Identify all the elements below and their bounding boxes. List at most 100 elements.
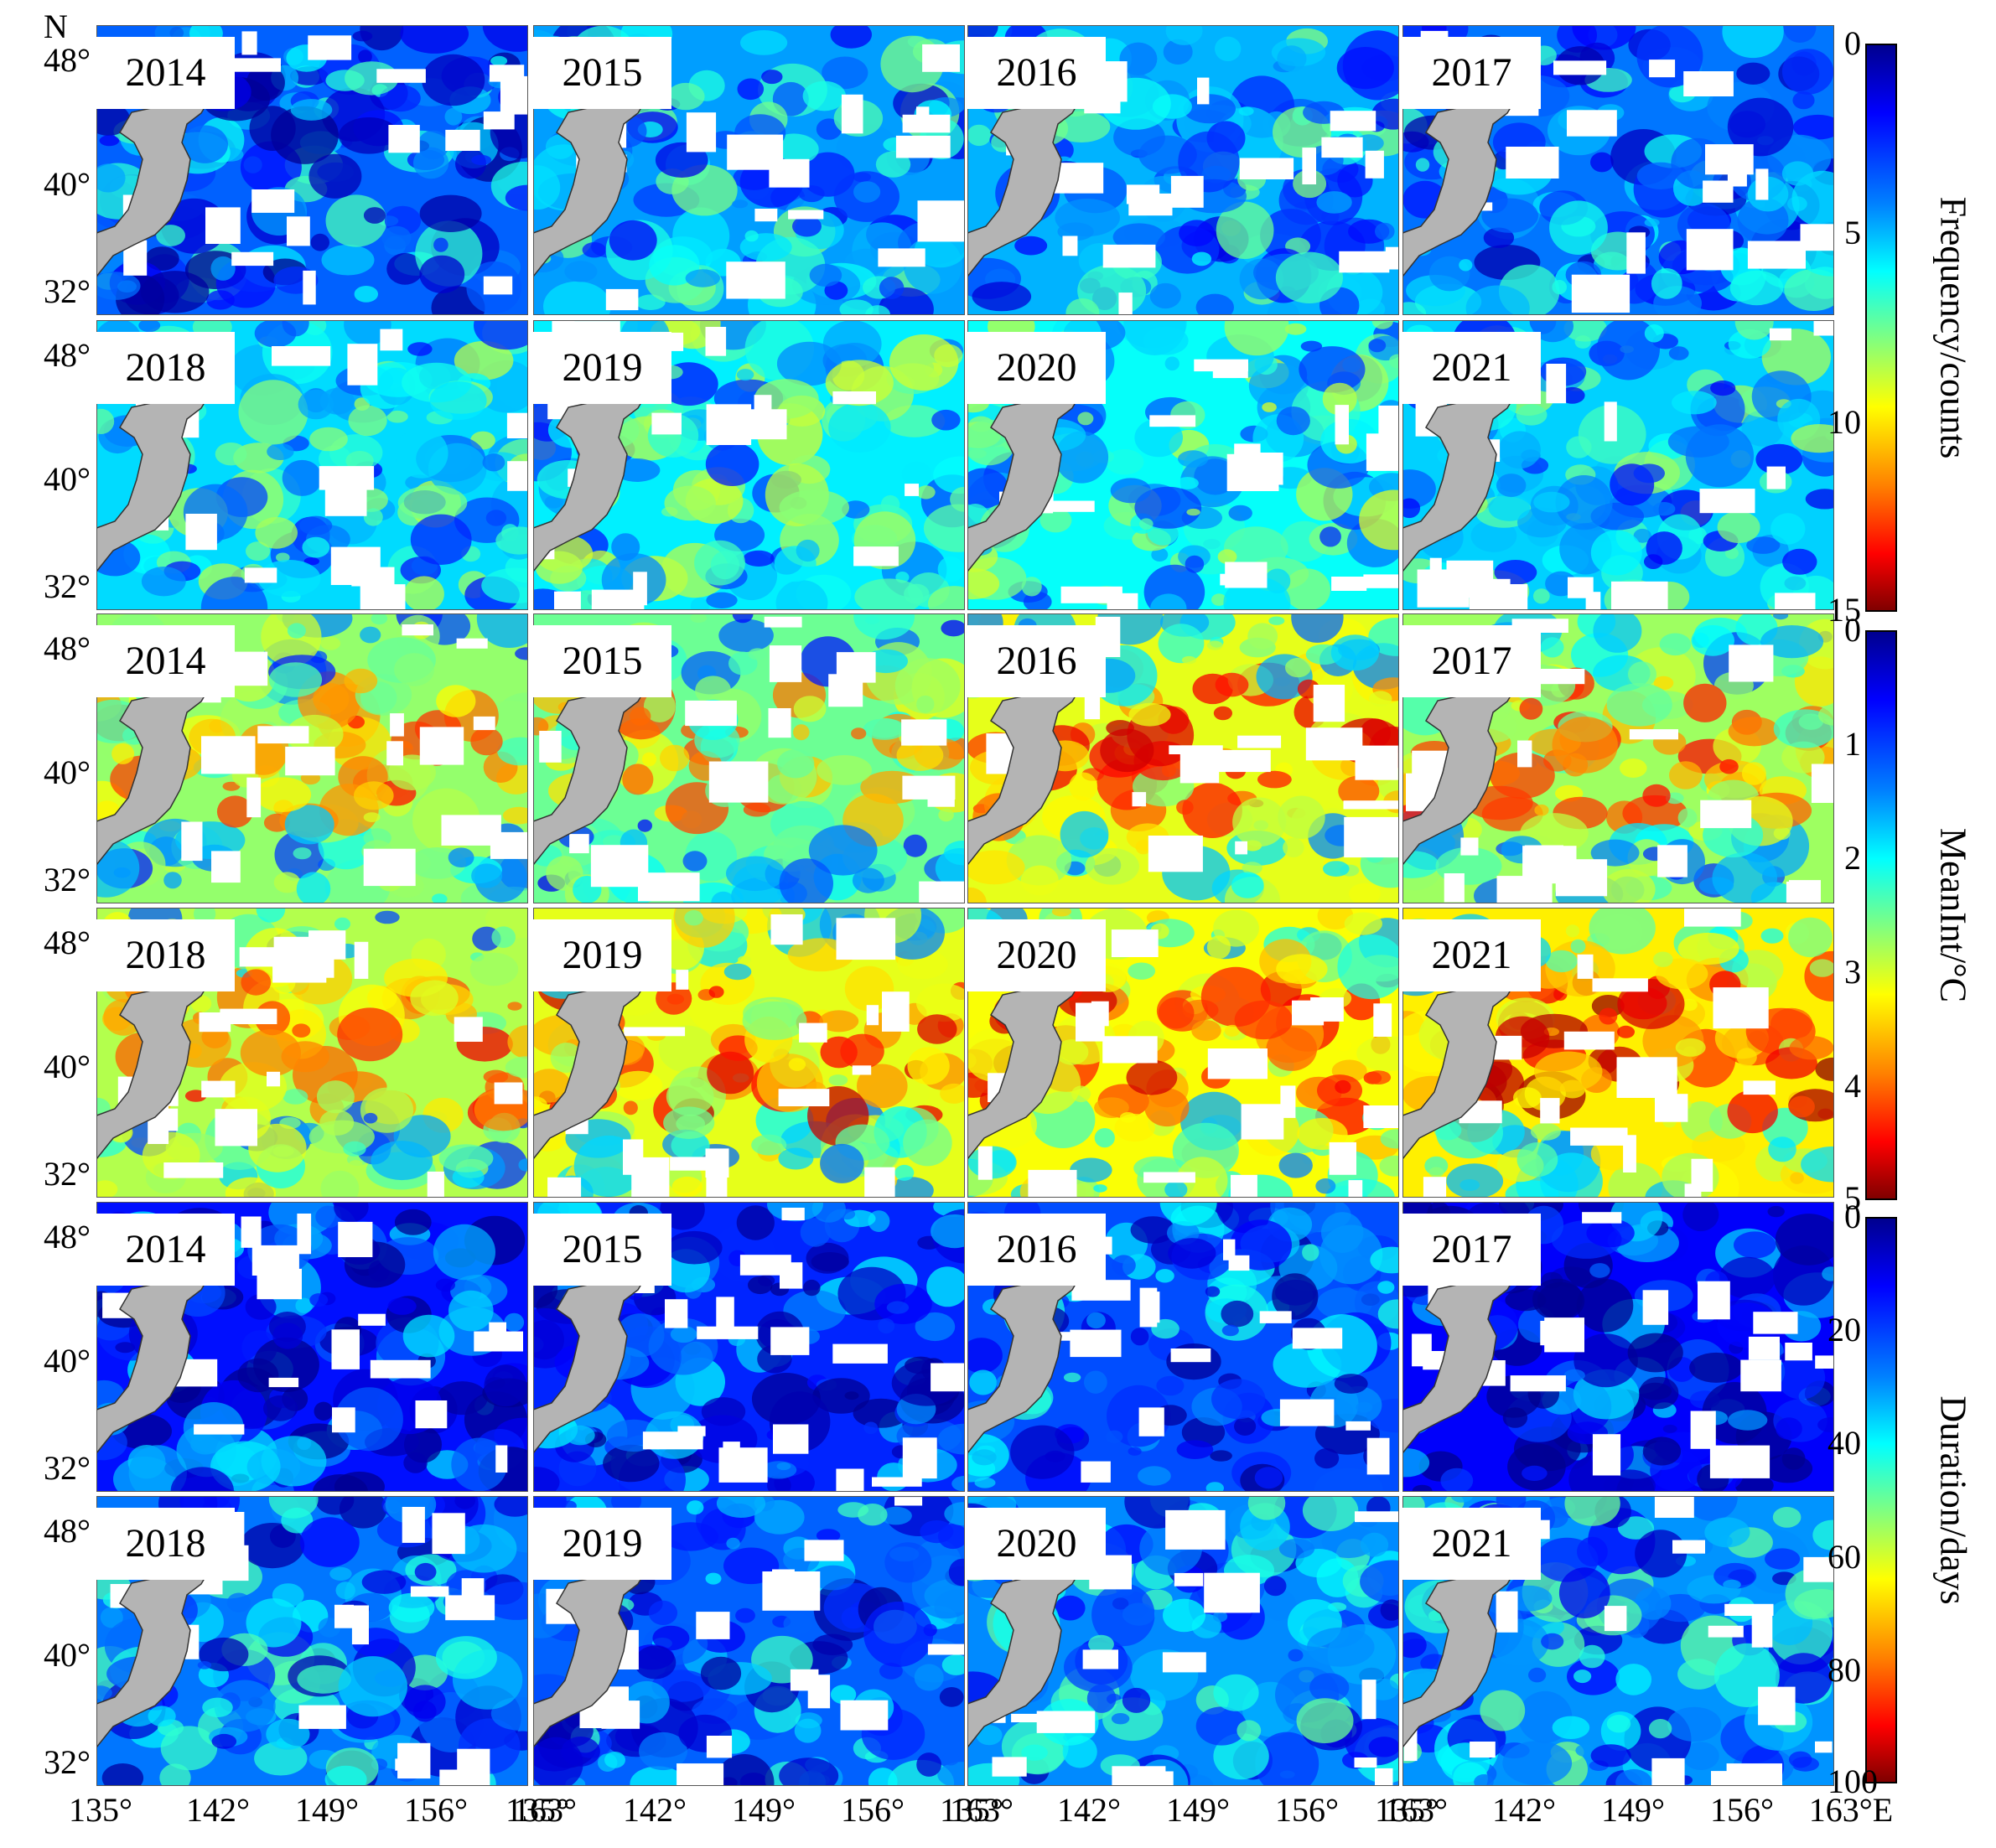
lon-tick: 156° — [1710, 1791, 1774, 1829]
lat-tick: 40° — [44, 1636, 91, 1674]
map-panel-frequency-2015: 2015 — [533, 25, 965, 315]
year-label: 2016 — [967, 37, 1106, 109]
year-label: 2021 — [1402, 919, 1541, 991]
year-label: 2014 — [96, 625, 235, 697]
no-data-mask — [534, 616, 965, 903]
lon-tick: 149° — [1166, 1791, 1230, 1829]
colorbar — [1865, 44, 1897, 612]
map-panel-duration-2015: 2015 — [533, 1202, 965, 1492]
lon-tick: 135° — [69, 1791, 132, 1829]
lon-tick: 135° — [1375, 1791, 1439, 1829]
lon-tick: 156° — [841, 1791, 905, 1829]
lat-tick: 48° — [44, 41, 91, 79]
lon-tick: 135° — [940, 1791, 1003, 1829]
year-label: 2021 — [1402, 1508, 1541, 1580]
lat-tick: 48° — [44, 629, 91, 667]
lat-tick: 48° — [44, 924, 91, 961]
heatmap-field — [967, 613, 1399, 903]
lat-tick: 32° — [44, 567, 91, 605]
lat-tick: 32° — [44, 1743, 91, 1781]
lat-tick: 48° — [44, 336, 91, 374]
colorbar-title: Duration/days — [1932, 1395, 1974, 1605]
map-panel-meanint-2015: 2015 — [533, 613, 965, 903]
lon-tick: 149° — [1601, 1791, 1665, 1829]
year-label: 2014 — [96, 37, 235, 109]
lon-tick: 149° — [295, 1791, 359, 1829]
lon-tick: 142° — [1492, 1791, 1556, 1829]
colorbar-title: MeanInt/°C — [1932, 827, 1974, 1003]
heatmap-field — [96, 908, 528, 1198]
colorbar-tick: 1 — [1844, 725, 1861, 763]
lon-tick: 156° — [404, 1791, 468, 1829]
year-label: 2014 — [96, 1214, 235, 1286]
lat-tick: 48° — [44, 1218, 91, 1255]
lon-tick: 142° — [623, 1791, 687, 1829]
heatmap-field — [967, 1496, 1399, 1786]
year-label: 2017 — [1402, 1214, 1541, 1286]
heatmap-blobs — [967, 1496, 1399, 1786]
map-panel-frequency-2017: 2017 — [1402, 25, 1834, 315]
year-label: 2019 — [533, 919, 671, 991]
map-panel-frequency-2020: 2020 — [967, 320, 1399, 610]
colorbar-tick: 5 — [1844, 1179, 1861, 1217]
year-label: 2020 — [967, 919, 1106, 991]
map-panel-frequency-2016: 2016 — [967, 25, 1399, 315]
colorbar-tick: 10 — [1828, 403, 1861, 441]
lon-tick: 149° — [732, 1791, 796, 1829]
colorbar-tick: 0 — [1844, 611, 1861, 649]
north-label: N — [44, 8, 68, 45]
heatmap-field — [533, 25, 965, 315]
colorbar-tick: 4 — [1844, 1067, 1861, 1105]
colorbar-tick: 80 — [1828, 1650, 1861, 1689]
colorbar-tick: 15 — [1828, 591, 1861, 629]
map-panel-duration-2019: 2019 — [533, 1496, 965, 1786]
lat-tick: 48° — [44, 1512, 91, 1550]
lat-tick: 40° — [44, 1048, 91, 1085]
no-data-mask — [102, 1214, 523, 1473]
lon-tick: 135° — [505, 1791, 569, 1829]
lon-tick: 163° — [1384, 1791, 1448, 1829]
map-panel-meanint-2018: 2018 — [96, 908, 528, 1198]
map-panel-duration-2016: 2016 — [967, 1202, 1399, 1492]
map-panel-duration-2014: 2014 — [96, 1202, 528, 1492]
year-label: 2017 — [1402, 37, 1541, 109]
heatmap-field — [1402, 1496, 1834, 1786]
year-label: 2015 — [533, 37, 671, 109]
map-panel-meanint-2020: 2020 — [967, 908, 1399, 1198]
no-data-mask — [999, 359, 1399, 610]
map-panel-frequency-2019: 2019 — [533, 320, 965, 610]
lat-tick: 32° — [44, 1449, 91, 1487]
year-label: 2016 — [967, 625, 1106, 697]
lat-tick: 40° — [44, 1342, 91, 1380]
lon-tick: 142° — [186, 1791, 250, 1829]
year-label: 2018 — [96, 332, 235, 404]
year-label: 2020 — [967, 1508, 1106, 1580]
year-label: 2017 — [1402, 625, 1541, 697]
heatmap-field — [1402, 613, 1834, 903]
colorbar-tick: 5 — [1844, 214, 1861, 251]
lon-tick: 142° — [1057, 1791, 1121, 1829]
lon-tick: 156° — [1275, 1791, 1339, 1829]
lon-tick: 163° — [950, 1791, 1014, 1829]
lat-tick: 32° — [44, 272, 91, 310]
lon-tick: 163° — [513, 1791, 577, 1829]
year-label: 2016 — [967, 1214, 1106, 1286]
heatmap-field — [533, 613, 965, 903]
heatmap-field — [96, 1496, 528, 1786]
heatmap-field — [1402, 25, 1834, 315]
map-panel-meanint-2014: 2014 — [96, 613, 528, 903]
colorbar-tick: 60 — [1828, 1537, 1861, 1576]
map-panel-duration-2017: 2017 — [1402, 1202, 1834, 1492]
map-panel-duration-2020: 2020 — [967, 1496, 1399, 1786]
colorbar-tick: 2 — [1844, 839, 1861, 877]
colorbar — [1865, 1217, 1897, 1783]
map-panel-duration-2021: 2021 — [1402, 1496, 1834, 1786]
map-panel-frequency-2021: 2021 — [1402, 320, 1834, 610]
colorbar-tick: 3 — [1844, 953, 1861, 991]
map-panel-frequency-2014: 2014 — [96, 25, 528, 315]
map-panel-meanint-2017: 2017 — [1402, 613, 1834, 903]
no-data-mask — [630, 1208, 965, 1492]
lat-tick: 32° — [44, 1155, 91, 1193]
heatmap-blobs — [967, 613, 1399, 903]
